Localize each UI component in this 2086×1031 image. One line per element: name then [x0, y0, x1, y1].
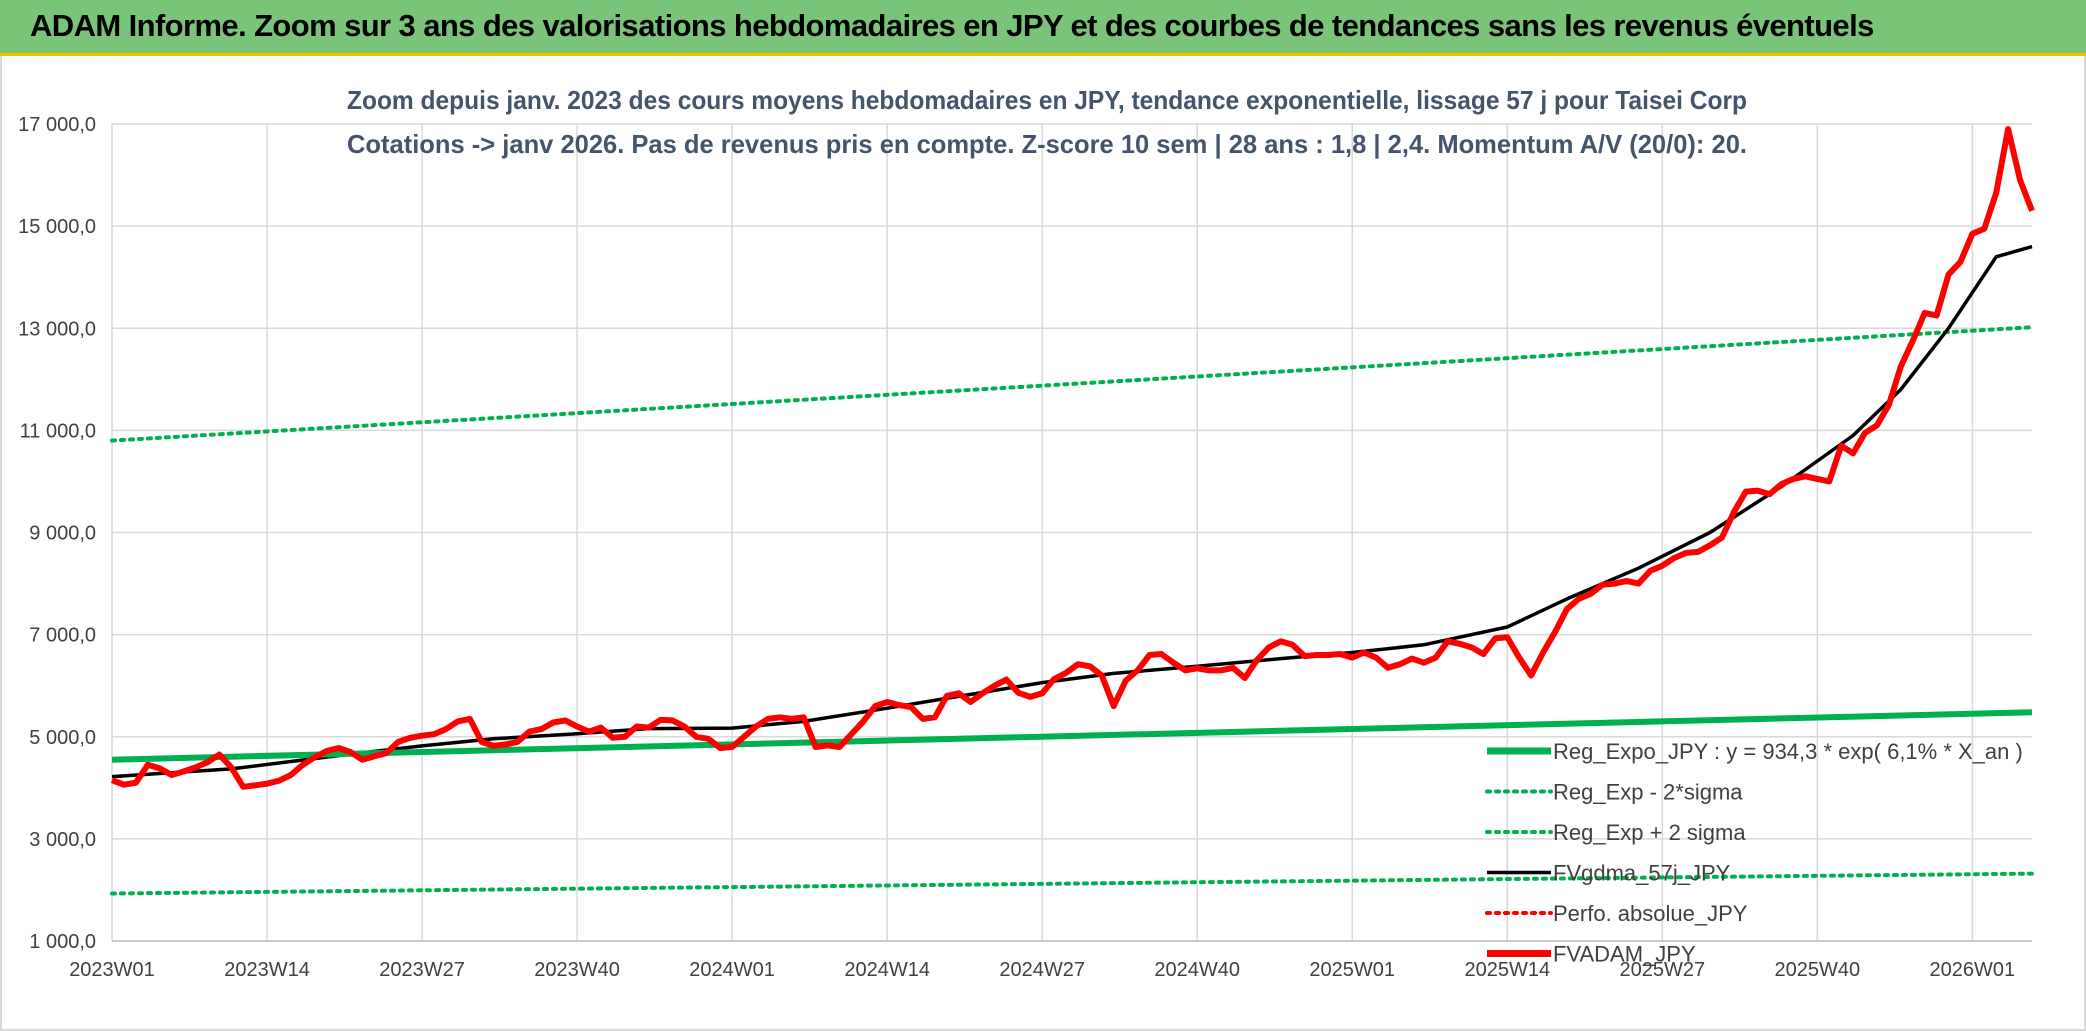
- x-tick-label: 2024W40: [1154, 959, 1240, 981]
- legend-label: Reg_Exp - 2*sigma: [1553, 780, 1743, 805]
- line-chart: 1 000,0 3 000,0 5 000,0 7 000,0 9 000,0 11 00…: [18, 85, 2035, 981]
- legend-label: Reg_Expo_JPY : y = 934,3 * exp( 6,1% * X…: [1553, 739, 2023, 764]
- x-tick-label: 2023W01: [69, 959, 155, 981]
- x-tick-label: 2025W40: [1775, 959, 1861, 981]
- report-banner: ADAM Informe. Zoom sur 3 ans des valoris…: [0, 0, 2086, 56]
- x-tick-label: 2024W01: [689, 959, 775, 981]
- series-line-5: [110, 126, 2035, 790]
- legend-label: Reg_Exp + 2 sigma: [1553, 820, 1746, 845]
- x-tick-label: 2024W27: [999, 959, 1085, 981]
- y-tick-label: 7 000,0: [29, 625, 96, 647]
- y-tick-label: 3 000,0: [29, 829, 96, 851]
- legend: Reg_Expo_JPY : y = 934,3 * exp( 6,1% * X…: [1485, 739, 2023, 967]
- x-tick-label: 2023W27: [379, 959, 465, 981]
- legend-label: FVADAM_JPY: [1553, 942, 1696, 967]
- x-tick-label: 2026W01: [1930, 959, 2016, 981]
- chart-title-line1: Zoom depuis janv. 2023 des cours moyens …: [347, 85, 1747, 115]
- chart-frame: 1 000,0 3 000,0 5 000,0 7 000,0 9 000,0 11 00…: [0, 56, 2086, 1031]
- chart-title-line2: Cotations -> janv 2026. Pas de revenus p…: [347, 129, 1747, 159]
- series-line-3: [111, 244, 2033, 779]
- series-line-0: [111, 709, 2033, 763]
- y-tick-label: 11 000,0: [20, 420, 96, 442]
- axis-labels: 1 000,0 3 000,0 5 000,0 7 000,0 9 000,0 11 00…: [18, 114, 2015, 981]
- y-tick-label: 15 000,0: [18, 216, 96, 238]
- x-tick-label: 2025W01: [1309, 959, 1395, 981]
- x-tick-label: 2025W27: [1619, 959, 1705, 981]
- y-tick-label: 13 000,0: [18, 318, 96, 340]
- y-tick-label: 1 000,0: [29, 931, 96, 953]
- y-tick-label: 9 000,0: [29, 523, 96, 545]
- legend-label: Perfo. absolue_JPY: [1553, 901, 1748, 926]
- series-line-1: [110, 871, 2034, 896]
- x-tick-label: 2025W14: [1464, 959, 1550, 981]
- x-tick-label: 2023W40: [534, 959, 620, 981]
- legend-label: FVgdma_57j_JPY: [1553, 861, 1731, 886]
- series-layer: [110, 126, 2035, 896]
- series-line-2: [110, 325, 2034, 443]
- x-tick-label: 2024W14: [844, 959, 930, 981]
- y-tick-label: 17 000,0: [18, 114, 96, 136]
- x-tick-label: 2023W14: [224, 959, 310, 981]
- banner-title: ADAM Informe. Zoom sur 3 ans des valoris…: [30, 8, 1874, 43]
- grid: [111, 123, 2032, 942]
- y-tick-label: 5 000,0: [29, 727, 96, 749]
